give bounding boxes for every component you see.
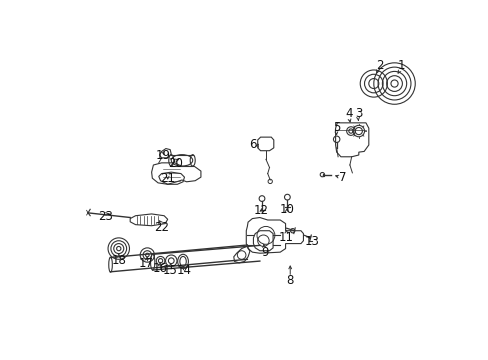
Text: 3: 3 [354,107,362,120]
Text: 12: 12 [254,204,268,217]
Text: 15: 15 [163,264,177,276]
Text: 4: 4 [345,107,352,120]
Text: 2: 2 [375,59,383,72]
Text: 16: 16 [152,262,167,275]
Text: 13: 13 [305,235,319,248]
Text: 11: 11 [279,231,294,244]
Text: 22: 22 [154,221,169,234]
Text: 23: 23 [98,210,112,223]
Text: 6: 6 [248,139,256,152]
Text: 5: 5 [332,121,340,134]
Text: 20: 20 [168,157,183,170]
Text: 7: 7 [338,171,346,184]
Text: 14: 14 [176,264,191,276]
Text: 18: 18 [111,254,126,267]
Text: 8: 8 [286,274,293,287]
Text: 9: 9 [261,246,268,258]
Text: 17: 17 [139,257,153,270]
Text: 21: 21 [160,172,175,185]
Text: 10: 10 [279,203,294,216]
Text: 1: 1 [397,59,405,72]
Text: 19: 19 [155,149,170,162]
